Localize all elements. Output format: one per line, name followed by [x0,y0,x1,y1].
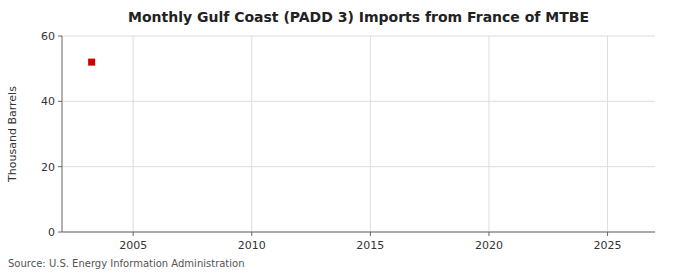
x-tick-label: 2020 [475,239,503,252]
grid-line [488,36,489,232]
x-tick [488,232,489,236]
y-tick [58,166,62,167]
x-tick [607,232,608,236]
x-tick [133,232,134,236]
x-tick-label: 2005 [119,239,147,252]
x-tick [370,232,371,236]
y-tick [58,232,62,233]
y-tick-label: 40 [41,95,55,108]
source-note: Source: U.S. Energy Information Administ… [8,258,245,269]
grid-line [370,36,371,232]
y-tick [58,36,62,37]
grid-line [62,232,655,233]
x-tick-label: 2010 [238,239,266,252]
y-tick-label: 60 [41,30,55,43]
grid-line [62,36,655,37]
x-tick-label: 2025 [594,239,622,252]
y-tick [58,101,62,102]
data-point [88,59,95,66]
y-tick-label: 20 [41,161,55,174]
grid-line [133,36,134,232]
y-axis-line [62,36,63,232]
grid-line [251,36,252,232]
x-axis-line [62,232,655,233]
chart: 2005 2010 2015 2020 2025 0 20 40 60 Monthly Gulf … [0,0,675,275]
x-tick [251,232,252,236]
plot-area [88,59,95,66]
title: Monthly Gulf Coast (PADD 3) Imports from… [128,9,589,25]
grid-line [62,166,655,167]
grid-line [607,36,608,232]
grid-line [62,101,655,102]
x-tick-label: 2015 [356,239,384,252]
y-axis-label: Thousand Barrels [6,86,19,183]
y-tick-label: 0 [48,226,55,239]
